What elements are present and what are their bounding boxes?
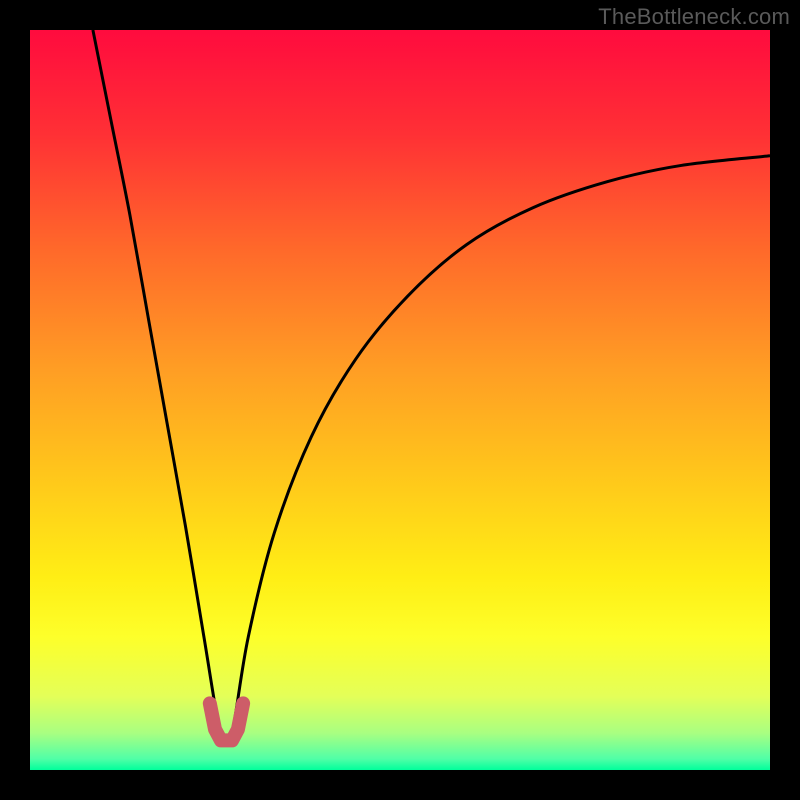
chart-svg xyxy=(0,0,800,800)
chart-container: TheBottleneck.com xyxy=(0,0,800,800)
plot-background xyxy=(30,30,770,770)
watermark-label: TheBottleneck.com xyxy=(598,4,790,30)
